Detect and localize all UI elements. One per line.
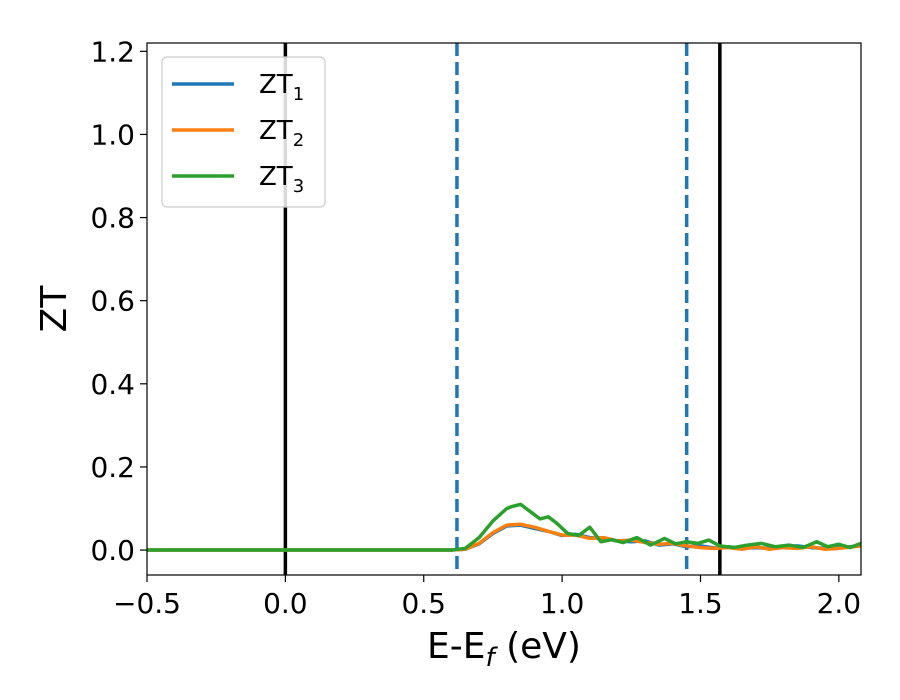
legend-label-zt3: ZT3 <box>259 162 304 197</box>
series-lines <box>147 502 861 552</box>
x-tick-label: −0.5 <box>113 587 181 620</box>
y-axis-ticks: 0.0 0.2 0.4 0.6 0.8 1.0 1.2 <box>90 35 147 567</box>
legend: ZT1 ZT2 ZT3 <box>161 56 326 208</box>
x-axis-label: E-Ef (eV) <box>427 626 581 673</box>
plot-frame <box>146 42 862 576</box>
y-tick-label: 1.0 <box>90 118 135 151</box>
legend-label-zt1: ZT1 <box>259 70 304 105</box>
y-tick-label: 0.2 <box>90 451 135 484</box>
series-line-zt2 <box>147 522 861 552</box>
x-tick-label: 1.5 <box>678 587 723 620</box>
series-line-zt3 <box>147 502 861 552</box>
x-tick-label: 0.5 <box>401 587 446 620</box>
x-tick-label: 1.0 <box>540 587 585 620</box>
legend-box <box>161 56 326 208</box>
y-tick-label: 0.0 <box>90 534 135 567</box>
x-tick-label: 2.0 <box>817 587 862 620</box>
x-tick-label: 0.0 <box>263 587 308 620</box>
y-tick-label: 0.8 <box>90 202 135 235</box>
legend-label-zt2: ZT2 <box>259 116 304 151</box>
y-tick-label: 0.6 <box>90 285 135 318</box>
x-axis-label-main: E-E <box>427 626 485 667</box>
x-axis-ticks: −0.5 0.0 0.5 1.0 1.5 2.0 <box>113 575 861 620</box>
y-tick-label: 1.2 <box>90 35 135 68</box>
reference-lines <box>283 43 722 575</box>
y-tick-label: 0.4 <box>90 368 135 401</box>
x-axis-label-unit: (eV) <box>495 626 581 667</box>
y-axis-label: ZT <box>34 285 75 333</box>
